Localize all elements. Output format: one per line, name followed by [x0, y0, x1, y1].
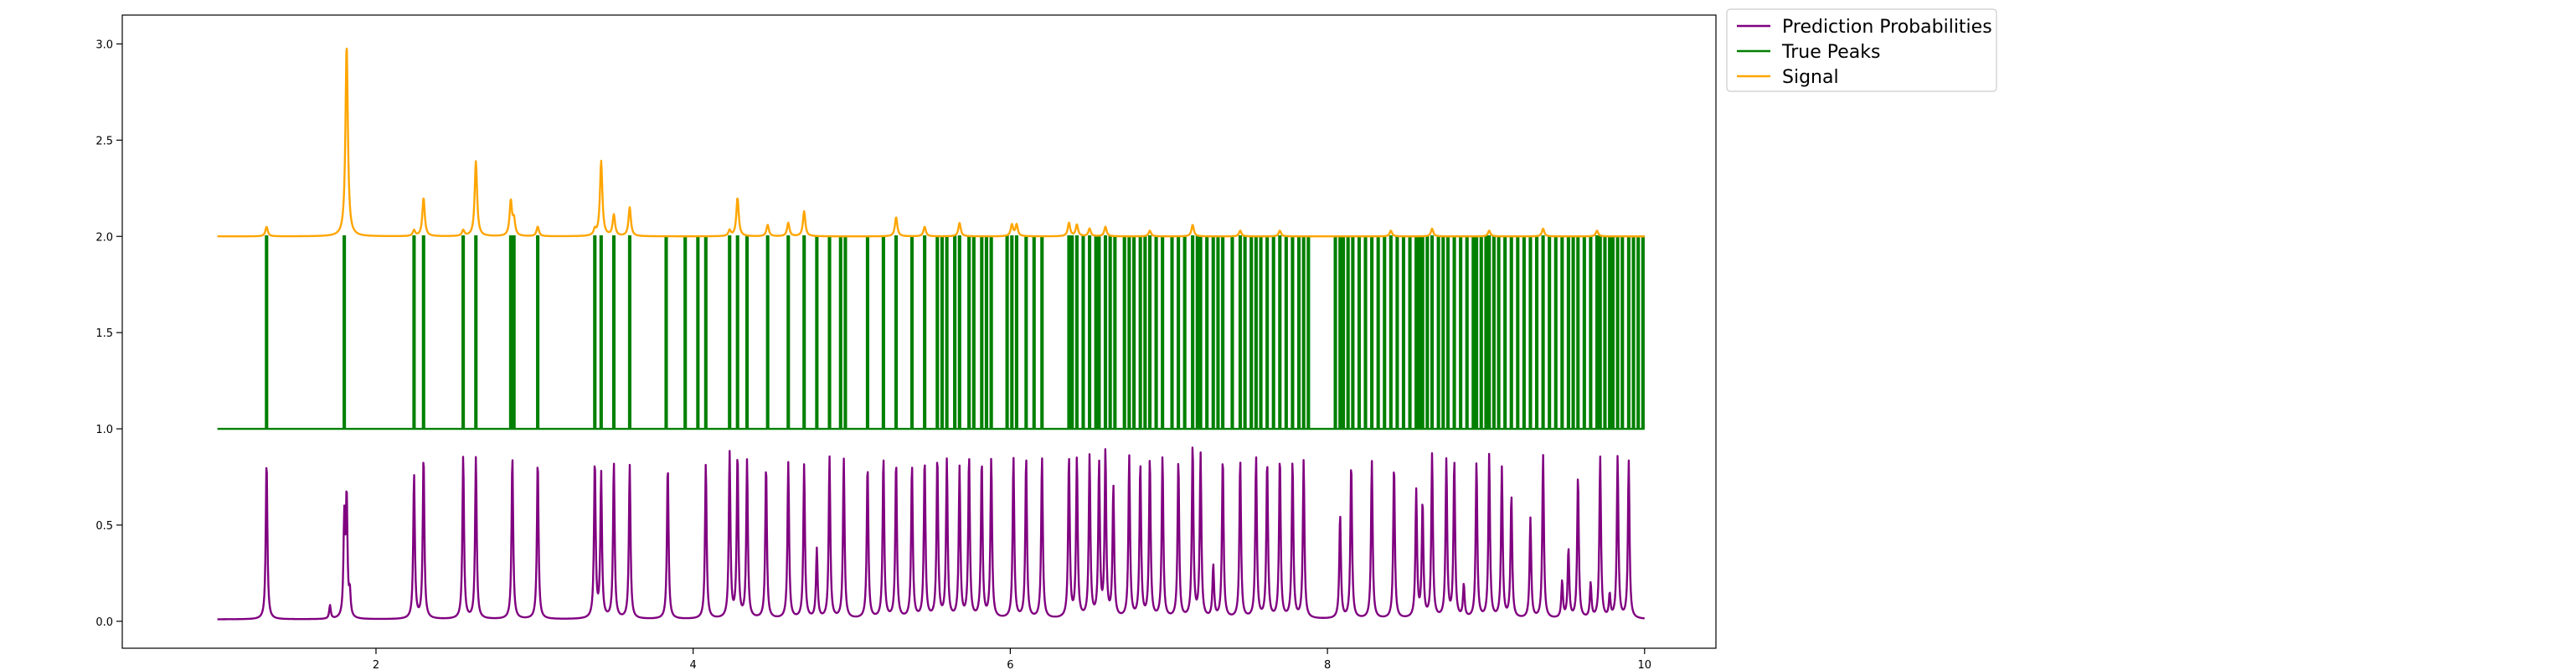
series-layer: [217, 47, 1646, 621]
x-axis: 2 4 6 8 10: [373, 648, 1651, 670]
y-tick-label: 0.5: [95, 520, 113, 533]
x-tick-label: 2: [373, 659, 379, 670]
legend-label: Prediction Probabilities: [1782, 17, 1992, 38]
y-tick-label: 1.5: [95, 327, 113, 340]
x-tick-label: 4: [690, 659, 697, 670]
legend-box: [1726, 8, 1997, 92]
legend-label: True Peaks: [1781, 42, 1880, 63]
axes-frame: [121, 14, 1717, 649]
series-line-prediction-probabilities: [217, 446, 1646, 621]
legend-label: Signal: [1782, 67, 1839, 88]
x-tick-label: 8: [1324, 659, 1331, 670]
series-line-signal: [217, 47, 1646, 238]
y-tick-label: 2.5: [95, 135, 113, 147]
y-tick-label: 3.0: [95, 39, 113, 51]
legend: Prediction Probabilities True Peaks Signal: [1726, 8, 1997, 92]
y-tick-label: 1.0: [95, 424, 113, 436]
x-tick-label: 6: [1007, 659, 1013, 670]
x-tick-label: 10: [1638, 659, 1652, 670]
y-tick-label: 2.0: [95, 231, 113, 244]
y-axis: 0.0 0.5 1.0 1.5 2.0 2.5 3.0: [95, 39, 122, 629]
plot-area: 2 4 6 8 10 0.0 0.5 1.0 1.5 2.0 2.5 3.0: [95, 14, 1717, 670]
y-tick-label: 0.0: [95, 616, 113, 629]
